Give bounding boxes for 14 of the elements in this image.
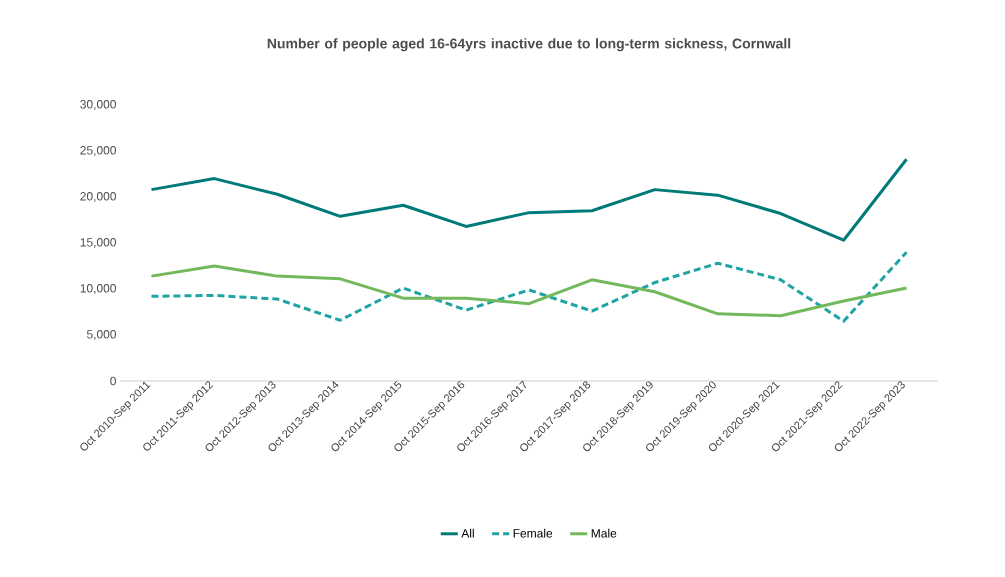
- y-tick-label: 0: [110, 376, 117, 386]
- legend-label: All: [461, 528, 474, 538]
- line-series: [149, 250, 909, 323]
- chart-title: Number of people aged 16-64yrs inactive due to long-term sickness, Cornwall: [267, 38, 791, 52]
- y-tick-label: 10,000: [80, 284, 116, 294]
- legend-label: Male: [591, 528, 617, 538]
- y-tick-label: 25,000: [80, 146, 116, 156]
- line-series: [149, 264, 909, 318]
- y-tick-label: 20,000: [80, 192, 116, 202]
- legend-label: Female: [513, 528, 553, 538]
- line-series: [149, 157, 909, 242]
- y-tick-label: 30,000: [80, 100, 116, 110]
- y-tick-label: 15,000: [80, 238, 116, 248]
- y-tick-label: 5,000: [86, 330, 117, 340]
